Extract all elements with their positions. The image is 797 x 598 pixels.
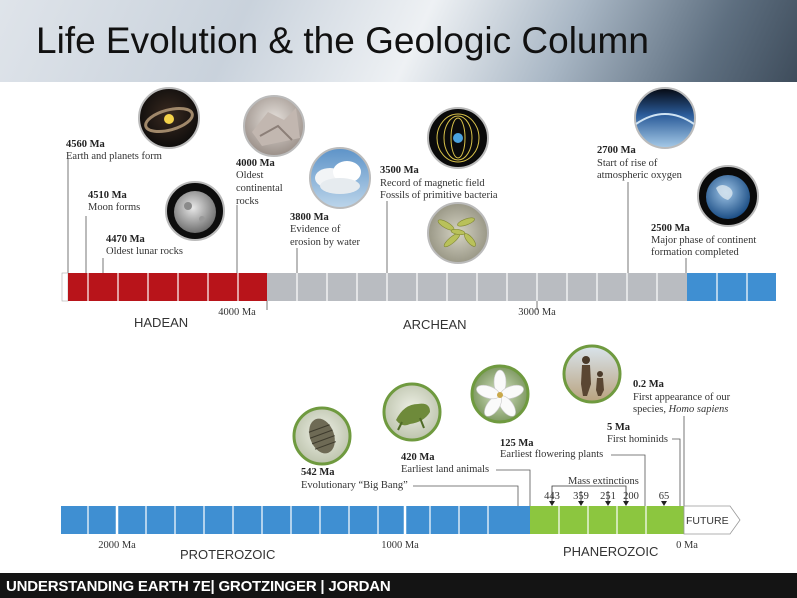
hadean-segment — [68, 273, 267, 301]
svg-text:First appearance of our: First appearance of our — [633, 392, 731, 403]
svg-text:359: 359 — [573, 491, 589, 502]
mass-extinction-values: 443 359 251 200 65 — [544, 491, 669, 502]
top-event-3500: 3500 Ma Record of magnetic field Fossils… — [380, 165, 498, 201]
svg-text:443: 443 — [544, 491, 560, 502]
svg-text:Oldest: Oldest — [236, 170, 263, 181]
svg-text:Earliest land animals: Earliest land animals — [401, 464, 489, 475]
svg-text:Start of rise of: Start of rise of — [597, 158, 658, 169]
bottom-leader-lines — [413, 416, 685, 506]
svg-text:2500 Ma: 2500 Ma — [651, 223, 691, 234]
svg-text:0.2 Ma: 0.2 Ma — [633, 379, 665, 390]
tick-4000: 4000 Ma — [218, 307, 256, 318]
svg-text:Evidence of: Evidence of — [290, 224, 341, 235]
svg-text:5 Ma: 5 Ma — [607, 422, 631, 433]
bottom-time-bar — [61, 505, 741, 535]
svg-text:4560 Ma: 4560 Ma — [66, 139, 106, 150]
top-event-4470: 4470 Ma Oldest lunar rocks — [106, 234, 183, 257]
svg-text:Earth and planets form: Earth and planets form — [66, 151, 162, 162]
future-arrow — [683, 505, 741, 535]
svg-text:species, Homo sapiens: species, Homo sapiens — [633, 404, 728, 415]
trilobite-icon — [292, 406, 352, 466]
svg-text:542 Ma: 542 Ma — [301, 467, 335, 478]
svg-text:continental: continental — [236, 183, 283, 194]
svg-text:3800 Ma: 3800 Ma — [290, 212, 330, 223]
svg-text:Moon forms: Moon forms — [88, 202, 140, 213]
land-animal-icon — [382, 382, 442, 442]
top-event-2700: 2700 Ma Start of rise of atmospheric oxy… — [597, 145, 683, 181]
svg-text:First hominids: First hominids — [607, 434, 668, 445]
magnetic-field-icon — [427, 107, 489, 169]
svg-text:rocks: rocks — [236, 196, 259, 207]
proterozoic-segment — [61, 506, 530, 534]
svg-text:125 Ma: 125 Ma — [500, 438, 534, 449]
moon-icon — [165, 181, 225, 241]
proterozoic-start-segment — [687, 273, 776, 301]
header-banner — [0, 0, 797, 82]
mass-extinctions-label: Mass extinctions — [568, 476, 639, 487]
eon-phanerozoic: PHANEROZOIC — [563, 544, 658, 559]
svg-text:Record of magnetic field: Record of magnetic field — [380, 178, 485, 189]
svg-text:4510 Ma: 4510 Ma — [88, 190, 128, 201]
tick-2000: 2000 Ma — [98, 540, 136, 551]
future-label: FUTURE — [686, 515, 729, 527]
top-event-4510: 4510 Ma Moon forms — [88, 190, 140, 213]
svg-text:erosion by water: erosion by water — [290, 237, 360, 248]
svg-text:formation completed: formation completed — [651, 247, 740, 258]
svg-text:Major phase of continent: Major phase of continent — [651, 235, 756, 246]
bottom-event-542: 542 Ma Evolutionary “Big Bang” — [301, 467, 408, 491]
atmosphere-icon — [634, 87, 696, 149]
continental-rocks-icon — [243, 95, 305, 157]
svg-text:251: 251 — [600, 491, 616, 502]
svg-text:420 Ma: 420 Ma — [401, 452, 435, 463]
tick-3000: 3000 Ma — [518, 307, 556, 318]
eon-hadean: HADEAN — [134, 315, 188, 330]
eon-proterozoic: PROTEROZOIC — [180, 547, 275, 562]
footer-credit: UNDERSTANDING EARTH 7E| GROTZINGER | JOR… — [6, 578, 391, 595]
svg-text:200: 200 — [623, 491, 639, 502]
svg-text:65: 65 — [659, 491, 670, 502]
solar-system-icon — [138, 87, 200, 149]
bottom-event-125: 125 Ma Earliest flowering plants — [500, 438, 603, 460]
tick-0: 0 Ma — [676, 540, 698, 551]
svg-text:Fossils of primitive bacteria: Fossils of primitive bacteria — [380, 190, 498, 201]
svg-text:2700 Ma: 2700 Ma — [597, 145, 637, 156]
eon-archean: ARCHEAN — [403, 317, 467, 332]
footer-bar — [0, 573, 797, 598]
bottom-event-420: 420 Ma Earliest land animals — [401, 452, 489, 475]
phanerozoic-segment — [530, 506, 684, 534]
bottom-event-0-2: 0.2 Ma First appearance of our species, … — [633, 379, 731, 415]
tick-1000: 1000 Ma — [381, 540, 419, 551]
svg-text:Earliest flowering plants: Earliest flowering plants — [500, 449, 603, 460]
bottom-event-5: 5 Ma First hominids — [607, 422, 668, 445]
top-leader-lines — [67, 158, 687, 274]
earth-globe-icon — [697, 165, 759, 227]
svg-text:3500 Ma: 3500 Ma — [380, 165, 420, 176]
mass-extinction-markers — [549, 485, 667, 506]
top-event-3800: 3800 Ma Evidence of erosion by water — [290, 212, 360, 248]
svg-text:4470 Ma: 4470 Ma — [106, 234, 146, 245]
top-event-4560: 4560 Ma Earth and planets form — [66, 139, 162, 162]
flower-icon — [470, 364, 530, 424]
page-title: Life Evolution & the Geologic Column — [36, 20, 649, 61]
bacteria-icon — [427, 202, 489, 264]
svg-text:4000 Ma: 4000 Ma — [236, 158, 276, 169]
svg-text:Evolutionary “Big Bang”: Evolutionary “Big Bang” — [301, 480, 408, 491]
cloud-icon — [309, 147, 371, 209]
top-time-bar — [61, 272, 776, 310]
svg-text:atmospheric oxygen: atmospheric oxygen — [597, 170, 683, 181]
top-event-4000: 4000 Ma Oldest continental rocks — [236, 158, 283, 207]
top-event-2500: 2500 Ma Major phase of continent formati… — [651, 223, 756, 258]
svg-text:Oldest lunar rocks: Oldest lunar rocks — [106, 246, 183, 257]
hominids-icon — [562, 344, 622, 404]
